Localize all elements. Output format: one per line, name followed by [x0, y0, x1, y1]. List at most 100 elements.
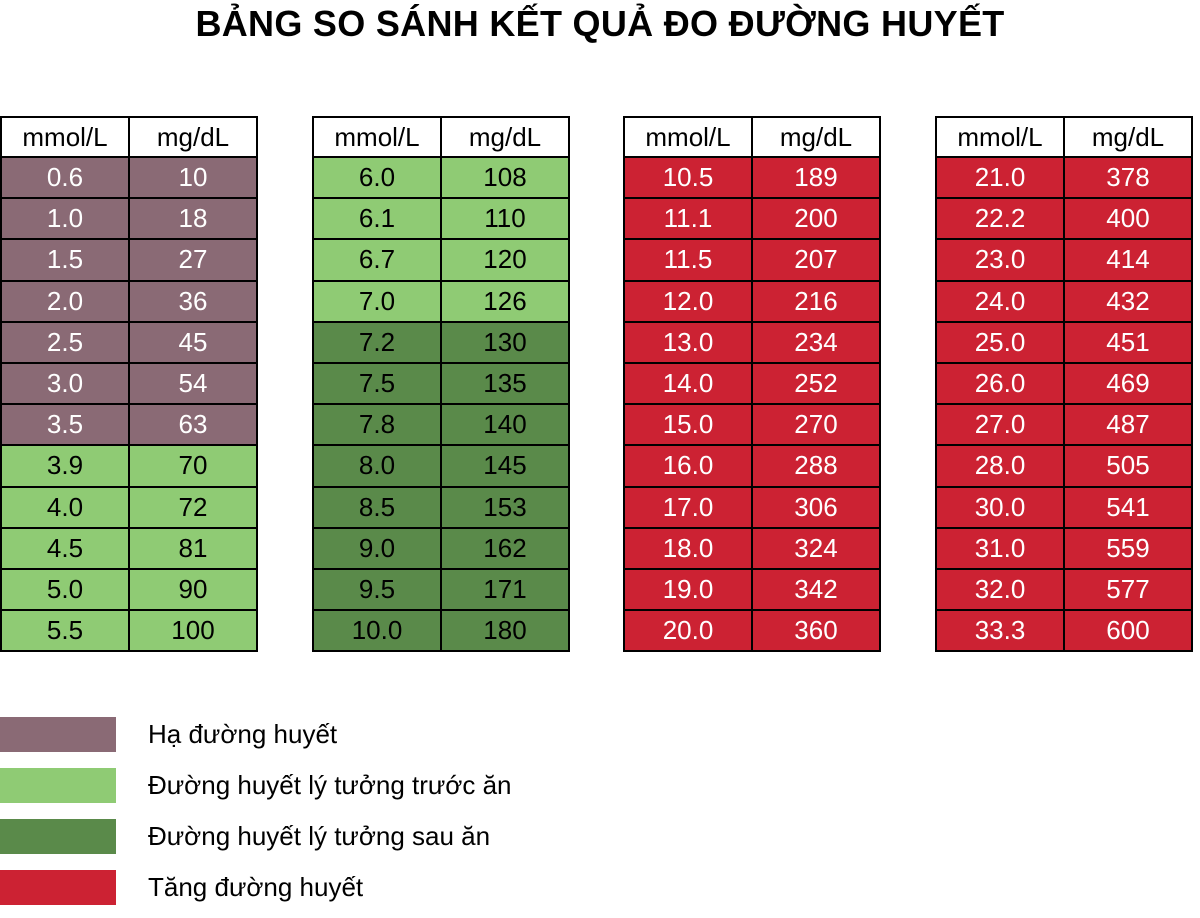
cell-mmol: 4.0 [0, 485, 130, 529]
table-row: 17.0 306 [623, 485, 881, 529]
table-row: 26.0 469 [935, 361, 1193, 406]
table-row: 12.0 216 [623, 279, 881, 323]
cell-mmol: 27.0 [935, 403, 1065, 447]
cell-mgdl: 110 [440, 197, 570, 241]
table-row: 13.0 234 [623, 320, 881, 364]
table-row: 6.0 108 [312, 155, 570, 200]
cell-mgdl: 54 [128, 361, 258, 406]
cell-mgdl: 216 [751, 279, 881, 323]
cell-mmol: 28.0 [935, 444, 1065, 488]
cell-mgdl: 200 [751, 197, 881, 241]
cell-mgdl: 145 [440, 444, 570, 488]
cell-mmol: 8.5 [312, 485, 442, 529]
table-row: 22.2 400 [935, 197, 1193, 241]
cell-mgdl: 577 [1063, 567, 1193, 612]
legend-label: Tăng đường huyết [148, 872, 364, 902]
table-row: 3.5 63 [0, 403, 258, 447]
cell-mmol: 23.0 [935, 238, 1065, 282]
table-row: 9.5 171 [312, 567, 570, 612]
cell-mgdl: 360 [751, 609, 881, 653]
cell-mmol: 7.5 [312, 361, 442, 406]
glucose-table-2: mmol/L mg/dL 6.0 108 6.1 110 6.7 120 7.0 126 7.2… [312, 116, 570, 653]
cell-mmol: 0.6 [0, 155, 130, 200]
cell-mmol: 11.5 [623, 238, 753, 282]
cell-mmol: 4.5 [0, 526, 130, 570]
cell-mgdl: 432 [1063, 279, 1193, 323]
cell-mgdl: 252 [751, 361, 881, 406]
legend-swatch [0, 870, 116, 905]
cell-mgdl: 10 [128, 155, 258, 200]
legend: Hạ đường huyết Đường huyết lý tưởng trước… [0, 714, 512, 918]
cell-mmol: 5.5 [0, 609, 130, 653]
cell-mgdl: 324 [751, 526, 881, 570]
cell-mmol: 8.0 [312, 444, 442, 488]
cell-mgdl: 81 [128, 526, 258, 570]
cell-mmol: 12.0 [623, 279, 753, 323]
header-mmol: mmol/L [0, 116, 130, 158]
cell-mgdl: 72 [128, 485, 258, 529]
cell-mmol: 13.0 [623, 320, 753, 364]
header-mgdl: mg/dL [1063, 116, 1193, 158]
cell-mmol: 26.0 [935, 361, 1065, 406]
cell-mmol: 5.0 [0, 567, 130, 612]
cell-mmol: 11.1 [623, 197, 753, 241]
table-row: 18.0 324 [623, 526, 881, 570]
cell-mgdl: 207 [751, 238, 881, 282]
cell-mgdl: 36 [128, 279, 258, 323]
cell-mmol: 19.0 [623, 567, 753, 612]
table-row: 10.5 189 [623, 155, 881, 200]
glucose-table-1: mmol/L mg/dL 0.6 10 1.0 18 1.5 27 2.0 36 2.5 45 3.… [0, 116, 258, 653]
cell-mmol: 14.0 [623, 361, 753, 406]
cell-mmol: 25.0 [935, 320, 1065, 364]
glucose-table-4: mmol/L mg/dL 21.0 378 22.2 400 23.0 414 24.0 43… [935, 116, 1193, 653]
cell-mmol: 21.0 [935, 155, 1065, 200]
cell-mmol: 22.2 [935, 197, 1065, 241]
table-row: 10.0 180 [312, 609, 570, 653]
table-row: 1.0 18 [0, 197, 258, 241]
table-row: 2.0 36 [0, 279, 258, 323]
table-row: 20.0 360 [623, 609, 881, 653]
cell-mmol: 10.5 [623, 155, 753, 200]
cell-mgdl: 451 [1063, 320, 1193, 364]
cell-mgdl: 120 [440, 238, 570, 282]
cell-mgdl: 162 [440, 526, 570, 570]
cell-mmol: 18.0 [623, 526, 753, 570]
cell-mmol: 33.3 [935, 609, 1065, 653]
cell-mgdl: 126 [440, 279, 570, 323]
table-row: 8.5 153 [312, 485, 570, 529]
table-row: 31.0 559 [935, 526, 1193, 570]
legend-item: Tăng đường huyết [0, 867, 512, 908]
cell-mmol: 24.0 [935, 279, 1065, 323]
legend-swatch [0, 819, 116, 854]
cell-mmol: 3.5 [0, 403, 130, 447]
table-row: 32.0 577 [935, 567, 1193, 612]
table-row: 7.5 135 [312, 361, 570, 406]
cell-mmol: 17.0 [623, 485, 753, 529]
cell-mmol: 2.5 [0, 320, 130, 364]
header-mgdl: mg/dL [751, 116, 881, 158]
table-row: 3.0 54 [0, 361, 258, 406]
table-row: 5.5 100 [0, 609, 258, 653]
table-row: 7.2 130 [312, 320, 570, 364]
page-title: BẢNG SO SÁNH KẾT QUẢ ĐO ĐƯỜNG HUYẾT [195, 3, 1005, 44]
legend-label: Hạ đường huyết [148, 719, 338, 749]
table-row: 14.0 252 [623, 361, 881, 406]
cell-mgdl: 18 [128, 197, 258, 241]
cell-mgdl: 70 [128, 444, 258, 488]
table-row: 16.0 288 [623, 444, 881, 488]
cell-mmol: 9.5 [312, 567, 442, 612]
cell-mmol: 7.0 [312, 279, 442, 323]
cell-mmol: 31.0 [935, 526, 1065, 570]
cell-mgdl: 342 [751, 567, 881, 612]
cell-mmol: 3.9 [0, 444, 130, 488]
cell-mgdl: 180 [440, 609, 570, 653]
cell-mgdl: 541 [1063, 485, 1193, 529]
cell-mmol: 2.0 [0, 279, 130, 323]
table-row: 11.1 200 [623, 197, 881, 241]
table-row: 30.0 541 [935, 485, 1193, 529]
table-row: 4.5 81 [0, 526, 258, 570]
cell-mgdl: 270 [751, 403, 881, 447]
header-mmol: mmol/L [935, 116, 1065, 158]
table-row: 28.0 505 [935, 444, 1193, 488]
cell-mgdl: 600 [1063, 609, 1193, 653]
